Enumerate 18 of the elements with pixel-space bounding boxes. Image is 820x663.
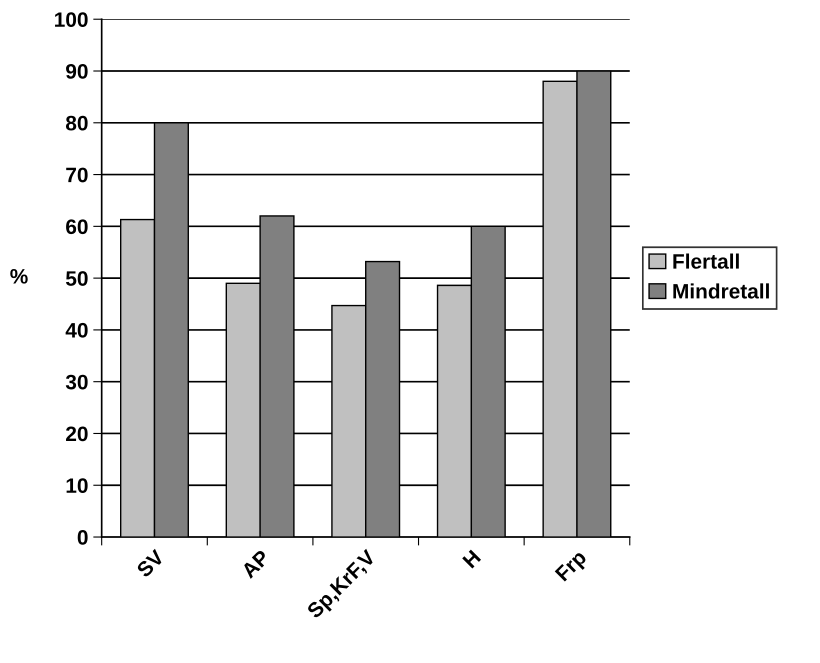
- y-tick-label: 30: [66, 374, 88, 390]
- x-tick-label: SV: [136, 548, 166, 578]
- x-tick-label: H: [462, 550, 482, 568]
- y-tick-label: 90: [66, 64, 88, 79]
- y-tick-label: 0: [78, 530, 88, 545]
- y-tick-label: 70: [66, 168, 88, 182]
- x-tick-label: Frp: [554, 549, 590, 585]
- y-tick-label: 20: [66, 426, 88, 442]
- y-tick-label: 60: [66, 219, 88, 234]
- y-tick-label: 40: [66, 322, 88, 338]
- y-tick-label: 80: [66, 116, 88, 131]
- legend-label: Mindretall: [673, 283, 769, 299]
- x-tick-label: AP: [240, 549, 270, 579]
- y-tick-label: 10: [66, 478, 88, 494]
- legend-label: Flertall: [673, 254, 739, 269]
- y-axis-title: %: [10, 269, 28, 284]
- y-tick-label: 50: [66, 271, 88, 286]
- y-tick-label: 100: [55, 12, 88, 27]
